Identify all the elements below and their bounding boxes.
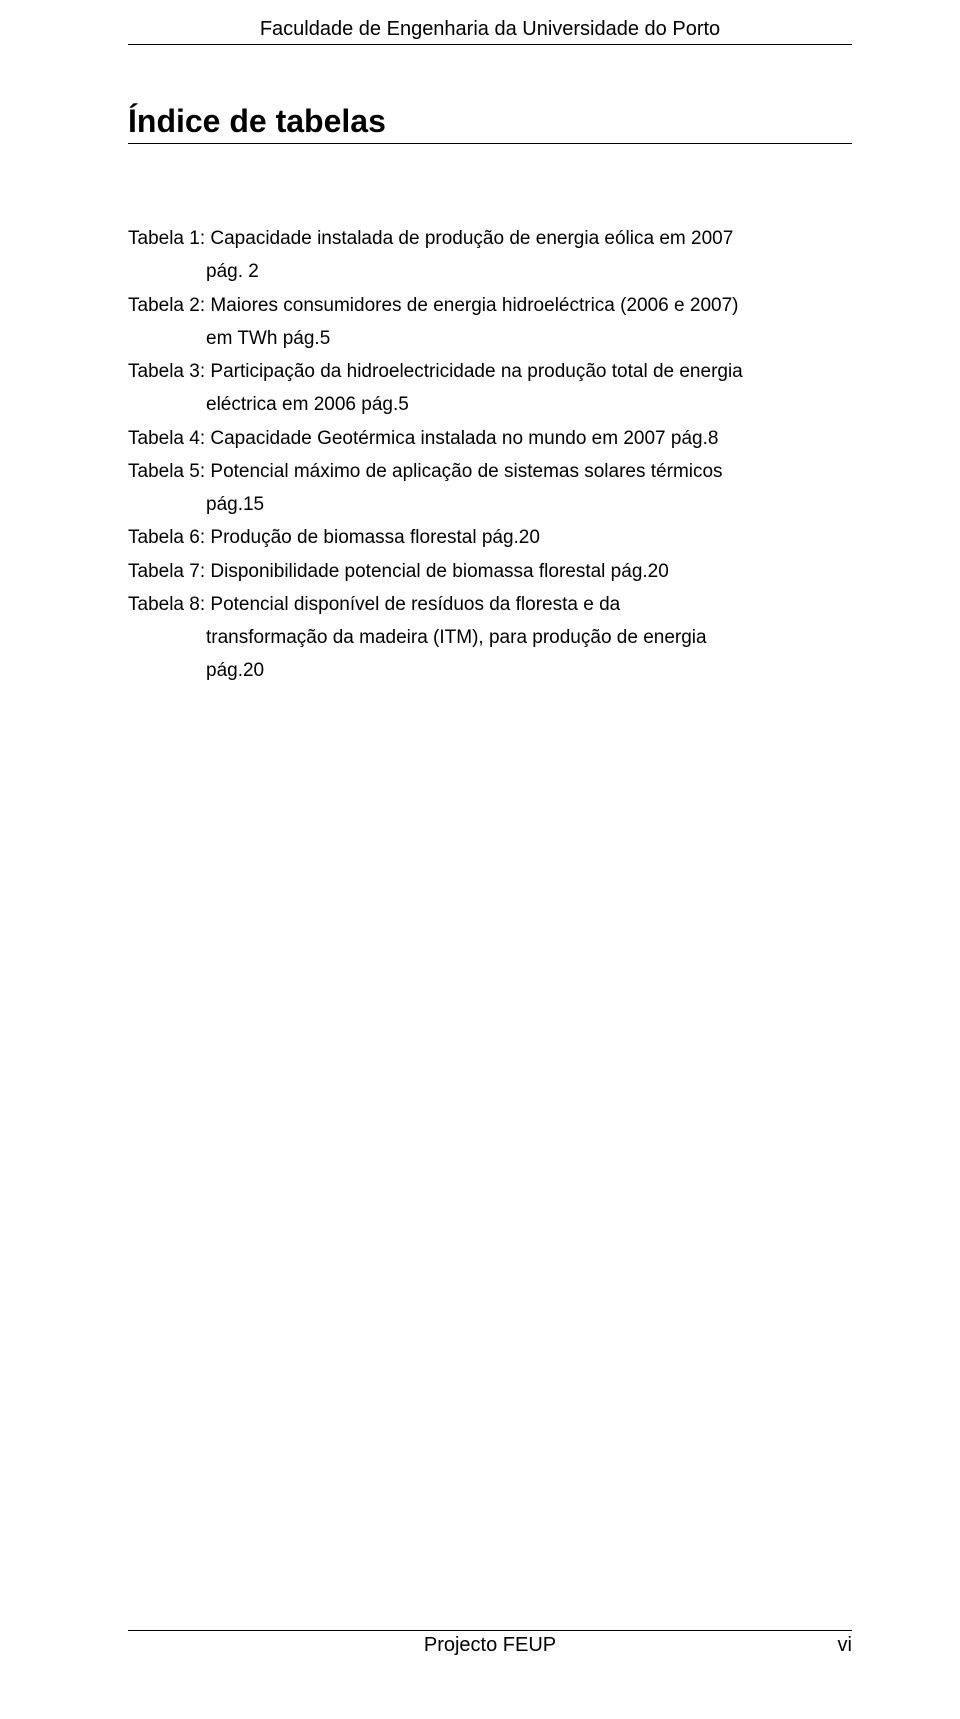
page-title: Índice de tabelas: [128, 103, 852, 140]
toc-line: eléctrica em 2006 pág.5: [128, 388, 852, 421]
toc-line: em TWh pág.5: [128, 322, 852, 355]
toc-line: Tabela 5: Potencial máximo de aplicação …: [128, 455, 852, 488]
toc-line: Tabela 8: Potencial disponível de resídu…: [128, 588, 852, 621]
header-rule: [128, 44, 852, 45]
toc-entries: Tabela 1: Capacidade instalada de produç…: [128, 222, 852, 688]
toc-line: pág.15: [128, 488, 852, 521]
footer: Projecto FEUP vi: [128, 1630, 852, 1657]
toc-line: pág. 2: [128, 255, 852, 288]
toc-line: Tabela 6: Produção de biomassa florestal…: [128, 521, 852, 554]
toc-line: Tabela 4: Capacidade Geotérmica instalad…: [128, 422, 852, 455]
title-rule: [128, 143, 852, 144]
toc-line: Tabela 7: Disponibilidade potencial de b…: [128, 555, 852, 588]
footer-project: Projecto FEUP: [369, 1634, 610, 1657]
footer-rule: [128, 1630, 852, 1631]
toc-line: Tabela 3: Participação da hidroelectrici…: [128, 355, 852, 388]
header-institution: Faculdade de Engenharia da Universidade …: [128, 18, 852, 41]
footer-page-number: vi: [611, 1634, 852, 1657]
toc-line: transformação da madeira (ITM), para pro…: [128, 621, 852, 654]
toc-line: pág.20: [128, 654, 852, 687]
toc-line: Tabela 2: Maiores consumidores de energi…: [128, 289, 852, 322]
toc-line: Tabela 1: Capacidade instalada de produç…: [128, 222, 852, 255]
